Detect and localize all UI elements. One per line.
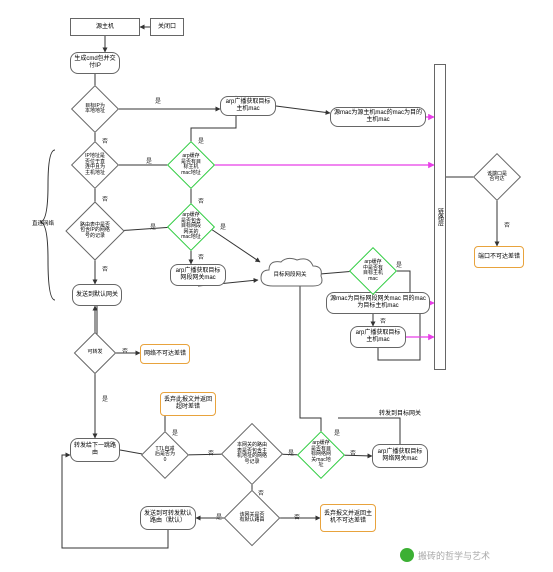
node-send-default: 发送到默认网关 bbox=[72, 284, 122, 306]
node-is-other-host: IP地址是否位于直连中且为主机地址 bbox=[78, 148, 112, 182]
edge-label: 否 bbox=[198, 252, 204, 261]
edge-label: 是 bbox=[150, 222, 156, 231]
cloud-gw-label: 目标网段网关 bbox=[255, 254, 325, 294]
edge-label: 是 bbox=[172, 428, 178, 437]
node-arp-cache-ngw: arp缓存是否有目标网络网关mac地址 bbox=[304, 438, 338, 472]
edge-label: 是 bbox=[396, 260, 402, 269]
node-can-fwd: 可转发 bbox=[80, 338, 110, 368]
watermark-text: 搬砖的哲学与艺术 bbox=[418, 549, 490, 562]
node-gw-has-route: 该网关是否有默认路由 bbox=[232, 498, 272, 538]
edge-label: 是 bbox=[288, 448, 294, 457]
edge-label: 否 bbox=[102, 136, 108, 145]
edge-label: 否 bbox=[122, 346, 128, 355]
watermark: 搬砖的哲学与艺术 bbox=[400, 548, 490, 562]
edge-label: 是 bbox=[216, 512, 222, 521]
edge-label: 否 bbox=[208, 448, 214, 457]
edge-label: 否 bbox=[102, 264, 108, 273]
node-route-has-net: 路由表中是否包含IP的网络号的记录 bbox=[74, 210, 116, 252]
edge-label: 否 bbox=[294, 512, 300, 521]
node-arp-get-ngw: arp广播获取目标网络网关mac bbox=[372, 444, 428, 468]
edge-label: 是 bbox=[334, 428, 340, 437]
edge-label: 否 bbox=[504, 220, 510, 229]
node-ttl-zero: TTL自减后是否为0 bbox=[148, 438, 182, 472]
node-arp-get-mac1: arp广播获取目标主机mac bbox=[220, 96, 276, 116]
wechat-icon bbox=[400, 548, 414, 562]
edge-label: 否 bbox=[102, 194, 108, 203]
node-is-local: 目标IP为本地地址 bbox=[78, 92, 112, 126]
node-link-layer-bar: 链路层 bbox=[434, 64, 446, 370]
edge-label: 是 bbox=[220, 222, 226, 231]
node-arp-cache-dst2: arp缓存中是否有目标主机mac bbox=[356, 254, 390, 288]
node-fwd-next: 转发给下一跳路由 bbox=[70, 438, 120, 462]
node-host-unreach: 丢弃报文并返回主机不可达差错 bbox=[320, 504, 376, 532]
node-arp-cache1: arp缓存是否有目标主机mac地址 bbox=[174, 148, 208, 182]
node-gen-cmd: 生成cmd包并交付IP bbox=[70, 52, 120, 74]
edge-label: 是 bbox=[102, 394, 108, 403]
node-arp-get-gw: arp广播获取目标网段网关mac bbox=[170, 264, 226, 286]
node-port-ok: 该端口是否可达 bbox=[480, 160, 514, 194]
node-fwd-to-gw: 转发到目标网关 bbox=[360, 408, 440, 420]
node-port-unreach: 端口不可达差错 bbox=[474, 246, 524, 268]
node-fwd-default: 发送到可转发默认路由（默认） bbox=[140, 506, 196, 530]
node-net-unreach: 网络不可达差错 bbox=[140, 344, 190, 364]
node-src-gw-dst: 源mac为目标网段网关mac 目的mac为目标主机mac bbox=[326, 292, 430, 314]
node-cloud-gw: 目标网段网关 bbox=[255, 254, 325, 294]
node-arp-cache-gw: arp缓存是否包含目标网段网关的mac地址 bbox=[174, 210, 208, 244]
node-src-host: 源主机 bbox=[70, 18, 140, 36]
link-layer-label: 链路层 bbox=[436, 208, 445, 226]
node-discard: 丢弃此报文并返回超时差错 bbox=[160, 392, 216, 416]
edge-label: 否 bbox=[258, 488, 264, 497]
edge-label: 否 bbox=[198, 196, 204, 205]
edge-label: 否 bbox=[380, 316, 386, 325]
edge-label: 是 bbox=[146, 156, 152, 165]
node-direct-net: 直连网络 bbox=[28, 218, 58, 230]
node-arp-get-mac2: arp广播获取目标主机mac bbox=[350, 326, 406, 348]
edge-label: 否 bbox=[350, 448, 356, 457]
node-close: 关闭口 bbox=[150, 18, 184, 36]
edge-label: 是 bbox=[198, 136, 204, 145]
edge-label: 是 bbox=[155, 96, 161, 105]
node-same-net: 本网关的路由表是否包含主机地址的网络号记录 bbox=[230, 432, 274, 476]
node-src-mac-dst1: 源mac为源主机mac的mac为目的主机mac bbox=[330, 107, 426, 127]
